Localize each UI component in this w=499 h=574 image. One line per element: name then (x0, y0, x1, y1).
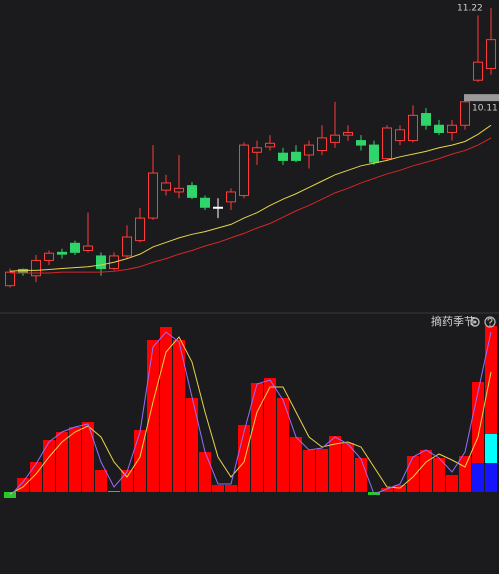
indicator-bar (472, 463, 484, 492)
candle-body (70, 242, 80, 253)
candle-body (96, 255, 106, 270)
gear-center (473, 320, 477, 324)
candle-body (200, 197, 210, 208)
candle-body (317, 137, 327, 151)
candle-body (278, 152, 288, 161)
candle-body (369, 144, 379, 163)
indicator-bar (199, 452, 211, 492)
indicator-bar (485, 434, 497, 463)
indicator-bar (238, 425, 250, 492)
candle-body (31, 259, 41, 277)
indicator-bar (459, 456, 471, 492)
candle-body (174, 187, 184, 193)
candle-body (83, 245, 93, 252)
candle-body (239, 144, 249, 197)
indicator-bar (381, 488, 393, 492)
indicator-bar (433, 458, 445, 492)
indicator-bar (82, 422, 94, 492)
price-marker (464, 94, 499, 102)
candle-body (122, 236, 132, 257)
indicator-bar (316, 449, 328, 492)
indicator-bar (212, 485, 224, 492)
settings-icon[interactable] (470, 317, 480, 327)
help-ring (484, 316, 496, 328)
indicator-bar (160, 327, 172, 492)
candle-body (356, 140, 366, 146)
indicator-bar (30, 462, 42, 492)
price-label: 11.22 (457, 4, 483, 14)
indicator-bar (290, 437, 302, 492)
indicator-bar (186, 398, 198, 492)
candle-body (408, 114, 418, 142)
indicator-bar (407, 456, 419, 492)
candle-body (473, 61, 483, 81)
candle-body (382, 127, 392, 160)
price-label: 10.11 (472, 104, 498, 114)
indicator-bar (329, 436, 341, 492)
candle-body (330, 134, 340, 143)
help-dot (489, 324, 491, 326)
candle-body (434, 124, 444, 133)
candle-body (395, 129, 405, 142)
moving-average (9, 124, 492, 272)
candle-body (486, 39, 496, 69)
indicator-bar (95, 470, 107, 492)
candle-body (265, 142, 275, 148)
indicator-bar (303, 450, 315, 492)
gear-ring (470, 317, 480, 327)
indicator-bar (251, 383, 263, 492)
indicator-bar (446, 475, 458, 492)
candle-body (226, 191, 236, 203)
candle-body (5, 271, 15, 287)
candle-body (460, 101, 470, 126)
indicator-bar (420, 450, 432, 492)
indicator-bar (147, 340, 159, 492)
indicator-bar (225, 485, 237, 492)
indicator-bar (355, 458, 367, 492)
candle-body (213, 206, 223, 209)
candle-body (44, 252, 54, 261)
indicator-bar (485, 463, 497, 492)
candle-body (304, 144, 314, 156)
indicator-title: 摘药季节 (431, 314, 475, 328)
indicator-bar (342, 443, 354, 492)
candle-body (161, 182, 171, 191)
candle-body (57, 251, 67, 255)
indicator-bar (4, 492, 16, 498)
candle-body (421, 113, 431, 126)
indicator-bar (108, 491, 120, 492)
moving-average (10, 137, 492, 274)
candle-body (187, 185, 197, 198)
help-glyph (487, 317, 493, 324)
indicator-bar (264, 378, 276, 492)
indicator-bar (69, 427, 81, 492)
indicator-bar (17, 478, 29, 492)
candle-body (291, 151, 301, 161)
candle-body (148, 172, 158, 219)
indicator-bar (43, 440, 55, 492)
indicator-bar (173, 340, 185, 492)
indicator-line (9, 331, 492, 497)
candle-body (343, 131, 353, 136)
indicator-bar (121, 470, 133, 492)
candle-body (135, 217, 145, 242)
indicator-bar (56, 432, 68, 492)
candle-body (252, 147, 262, 153)
help-icon[interactable] (484, 316, 496, 328)
candle-body (447, 124, 457, 133)
indicator-bar (485, 326, 497, 434)
indicator-bar (277, 398, 289, 492)
indicator-line (9, 336, 492, 495)
